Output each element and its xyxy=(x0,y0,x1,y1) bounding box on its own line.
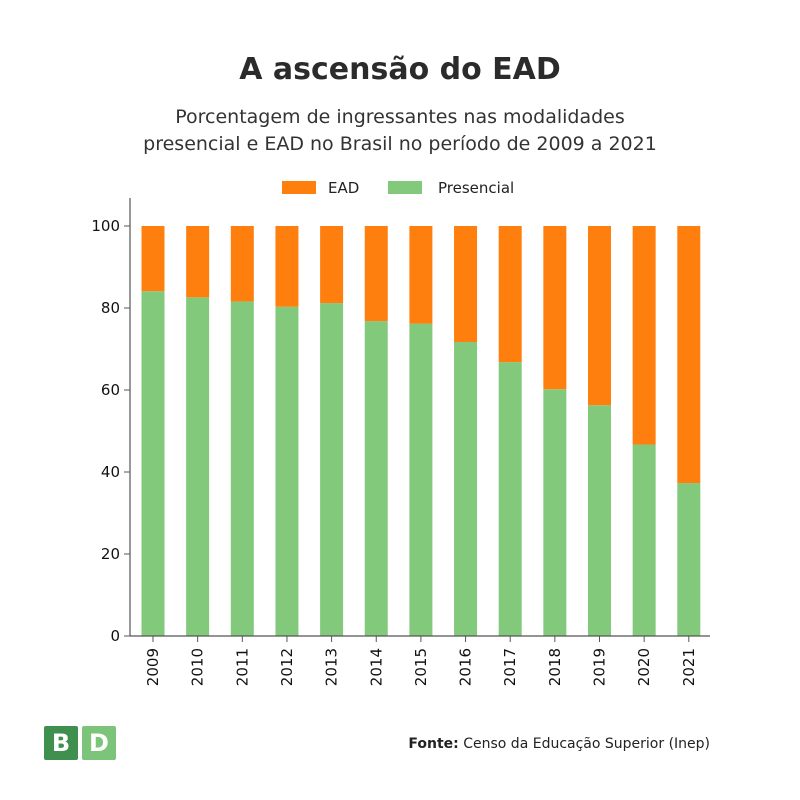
x-tick-label: 2014 xyxy=(367,648,385,686)
bar-ead xyxy=(454,226,478,343)
legend-presencial-label: Presencial xyxy=(438,179,514,197)
bar-ead xyxy=(588,226,611,406)
x-tick-label: 2013 xyxy=(323,648,341,686)
logo-tile-b: B xyxy=(44,726,78,760)
bar-presencial xyxy=(141,291,165,636)
subtitle-line-1: Porcentagem de ingressantes nas modalida… xyxy=(175,106,625,128)
bar-presencial xyxy=(588,405,611,636)
bar-presencial xyxy=(320,303,344,636)
x-tick-label: 2012 xyxy=(278,648,296,686)
y-tick-label: 100 xyxy=(91,217,120,235)
bd-logo: B D xyxy=(44,726,116,760)
bar-ead xyxy=(230,226,254,302)
bar-ead xyxy=(677,226,701,484)
y-tick-label: 0 xyxy=(110,627,120,645)
legend-presencial-swatch xyxy=(388,181,422,194)
source-note: Fonte: Censo da Educação Superior (Inep) xyxy=(408,736,710,752)
bar-ead xyxy=(186,226,210,298)
bar-ead xyxy=(498,226,522,363)
x-tick-label: 2017 xyxy=(501,648,519,686)
bar-presencial xyxy=(454,342,478,636)
x-tick-label: 2010 xyxy=(189,648,207,686)
chart-subtitle: Porcentagem de ingressantes nas modalida… xyxy=(0,104,800,158)
y-tick-label: 20 xyxy=(101,545,120,563)
bar-ead xyxy=(364,226,388,322)
bar-presencial xyxy=(364,321,388,636)
bar-ead xyxy=(275,226,299,307)
bar-presencial xyxy=(409,323,433,636)
bar-presencial xyxy=(275,306,299,636)
x-tick-label: 2016 xyxy=(457,648,475,686)
x-tick-label: 2018 xyxy=(546,648,564,686)
x-tick-label: 2011 xyxy=(233,648,251,686)
bar-presencial xyxy=(186,297,210,636)
y-tick-label: 40 xyxy=(101,463,120,481)
chart-title: A ascensão do EAD xyxy=(239,52,561,87)
x-tick-label: 2015 xyxy=(412,648,430,686)
source-label: Fonte: xyxy=(408,736,459,752)
bar-presencial xyxy=(230,301,254,636)
x-tick-label: 2009 xyxy=(144,648,162,686)
y-tick-label: 80 xyxy=(101,299,120,317)
bar-presencial xyxy=(498,362,522,636)
y-tick-label: 60 xyxy=(101,381,120,399)
bar-ead xyxy=(141,226,165,292)
legend-ead-swatch xyxy=(282,181,316,194)
bar-presencial xyxy=(677,483,701,636)
bar-ead xyxy=(320,226,344,304)
source-text: Censo da Educação Superior (Inep) xyxy=(463,736,710,752)
logo-tile-d: D xyxy=(82,726,116,760)
x-tick-label: 2019 xyxy=(591,648,609,686)
x-tick-label: 2020 xyxy=(635,648,653,686)
bar-ead xyxy=(543,226,567,390)
bar-presencial xyxy=(543,389,567,636)
bar-presencial xyxy=(632,444,656,636)
x-tick-label: 2021 xyxy=(680,648,698,686)
bar-ead xyxy=(632,226,656,445)
legend-ead-label: EAD xyxy=(328,179,359,197)
bar-ead xyxy=(409,226,433,324)
subtitle-line-2: presencial e EAD no Brasil no período de… xyxy=(143,133,657,155)
